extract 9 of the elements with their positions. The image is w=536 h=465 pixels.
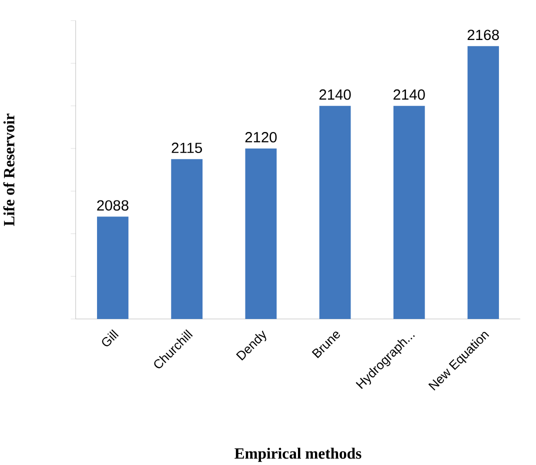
- data-label: 2168: [468, 30, 499, 40]
- data-label: 2088: [97, 200, 128, 210]
- x-tick-label: Gill: [102, 329, 119, 346]
- data-label: 2120: [245, 132, 277, 142]
- data-label: 2140: [394, 89, 425, 100]
- data-label: 2140: [319, 89, 351, 100]
- data-label: 2115: [172, 142, 202, 153]
- y-axis-title: Life of Reservoir: [3, 114, 14, 226]
- x-axis-title: Empirical methods: [234, 448, 362, 462]
